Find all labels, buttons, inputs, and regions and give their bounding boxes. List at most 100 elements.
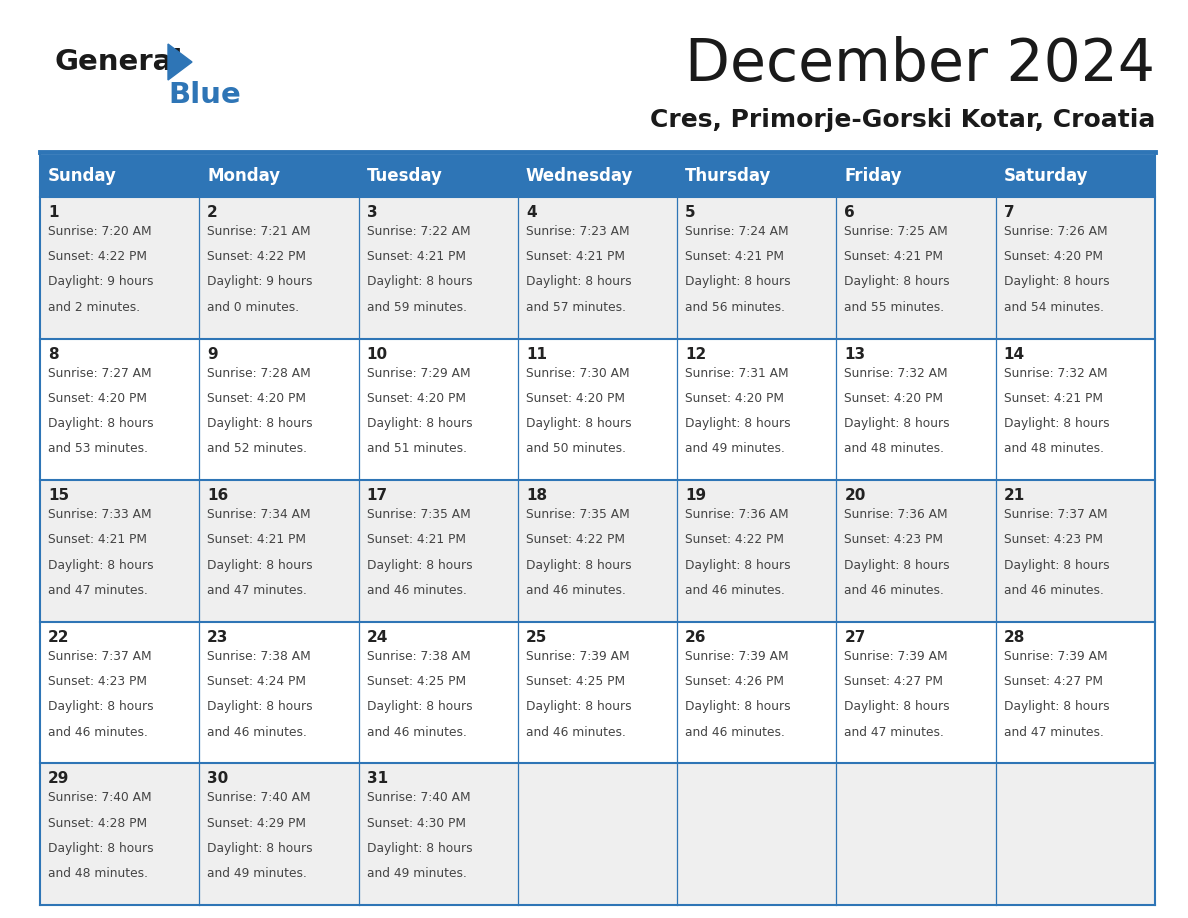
Text: and 46 minutes.: and 46 minutes. — [367, 725, 467, 739]
Text: and 46 minutes.: and 46 minutes. — [526, 584, 626, 597]
Text: and 57 minutes.: and 57 minutes. — [526, 301, 626, 314]
Text: 14: 14 — [1004, 347, 1025, 362]
Text: 3: 3 — [367, 205, 377, 220]
Text: Monday: Monday — [207, 167, 280, 185]
Text: and 55 minutes.: and 55 minutes. — [845, 301, 944, 314]
Text: Sunset: 4:22 PM: Sunset: 4:22 PM — [48, 251, 147, 263]
Text: Sunrise: 7:24 AM: Sunrise: 7:24 AM — [685, 225, 789, 238]
Bar — [518, 339, 677, 480]
Text: 24: 24 — [367, 630, 388, 644]
Text: Sunrise: 7:38 AM: Sunrise: 7:38 AM — [367, 650, 470, 663]
Text: Sunrise: 7:39 AM: Sunrise: 7:39 AM — [845, 650, 948, 663]
Text: Daylight: 8 hours: Daylight: 8 hours — [685, 275, 791, 288]
Bar — [40, 155, 200, 197]
Text: Sunrise: 7:38 AM: Sunrise: 7:38 AM — [207, 650, 311, 663]
Text: 28: 28 — [1004, 630, 1025, 644]
Text: Daylight: 8 hours: Daylight: 8 hours — [526, 275, 632, 288]
Text: Sunrise: 7:27 AM: Sunrise: 7:27 AM — [48, 366, 152, 380]
Text: Sunrise: 7:26 AM: Sunrise: 7:26 AM — [1004, 225, 1107, 238]
Text: 19: 19 — [685, 488, 706, 503]
Text: and 59 minutes.: and 59 minutes. — [367, 301, 467, 314]
Bar — [200, 764, 359, 905]
Text: 2: 2 — [207, 205, 219, 220]
Text: Daylight: 8 hours: Daylight: 8 hours — [526, 417, 632, 431]
Text: Sunrise: 7:29 AM: Sunrise: 7:29 AM — [367, 366, 470, 380]
Text: Tuesday: Tuesday — [367, 167, 442, 185]
Text: Daylight: 8 hours: Daylight: 8 hours — [207, 842, 312, 855]
Text: December 2024: December 2024 — [685, 37, 1155, 94]
Text: and 50 minutes.: and 50 minutes. — [526, 442, 626, 455]
Bar — [836, 621, 996, 764]
Text: 22: 22 — [48, 630, 69, 644]
Text: 11: 11 — [526, 347, 546, 362]
Bar — [40, 480, 200, 621]
Bar — [40, 339, 200, 480]
Text: Daylight: 8 hours: Daylight: 8 hours — [367, 700, 472, 713]
Text: Sunrise: 7:23 AM: Sunrise: 7:23 AM — [526, 225, 630, 238]
Text: Sunrise: 7:39 AM: Sunrise: 7:39 AM — [685, 650, 789, 663]
Text: 8: 8 — [48, 347, 58, 362]
Text: 26: 26 — [685, 630, 707, 644]
Text: 9: 9 — [207, 347, 217, 362]
Bar — [677, 339, 836, 480]
Text: Wednesday: Wednesday — [526, 167, 633, 185]
Text: 4: 4 — [526, 205, 537, 220]
Text: Sunrise: 7:21 AM: Sunrise: 7:21 AM — [207, 225, 311, 238]
Text: Daylight: 8 hours: Daylight: 8 hours — [48, 417, 153, 431]
Text: Sunset: 4:29 PM: Sunset: 4:29 PM — [207, 817, 307, 830]
Text: Friday: Friday — [845, 167, 902, 185]
Bar — [40, 621, 200, 764]
Bar — [200, 480, 359, 621]
Text: and 46 minutes.: and 46 minutes. — [526, 725, 626, 739]
Text: Daylight: 9 hours: Daylight: 9 hours — [207, 275, 312, 288]
Text: Sunset: 4:27 PM: Sunset: 4:27 PM — [845, 675, 943, 688]
Text: Daylight: 8 hours: Daylight: 8 hours — [526, 559, 632, 572]
Text: Sunset: 4:23 PM: Sunset: 4:23 PM — [1004, 533, 1102, 546]
Text: Daylight: 8 hours: Daylight: 8 hours — [367, 417, 472, 431]
Bar — [677, 764, 836, 905]
Bar — [677, 621, 836, 764]
Text: 7: 7 — [1004, 205, 1015, 220]
Text: and 56 minutes.: and 56 minutes. — [685, 301, 785, 314]
Text: Sunrise: 7:35 AM: Sunrise: 7:35 AM — [367, 509, 470, 521]
Text: Sunrise: 7:37 AM: Sunrise: 7:37 AM — [48, 650, 152, 663]
Text: 23: 23 — [207, 630, 228, 644]
Bar — [996, 339, 1155, 480]
Text: 25: 25 — [526, 630, 548, 644]
Text: Daylight: 8 hours: Daylight: 8 hours — [367, 559, 472, 572]
Text: Sunset: 4:20 PM: Sunset: 4:20 PM — [1004, 251, 1102, 263]
Text: Sunrise: 7:35 AM: Sunrise: 7:35 AM — [526, 509, 630, 521]
Text: Daylight: 8 hours: Daylight: 8 hours — [1004, 559, 1110, 572]
Bar — [359, 339, 518, 480]
Text: and 0 minutes.: and 0 minutes. — [207, 301, 299, 314]
Text: Sunrise: 7:39 AM: Sunrise: 7:39 AM — [526, 650, 630, 663]
Text: 21: 21 — [1004, 488, 1025, 503]
Text: Sunrise: 7:36 AM: Sunrise: 7:36 AM — [685, 509, 789, 521]
Text: and 2 minutes.: and 2 minutes. — [48, 301, 140, 314]
Text: General: General — [55, 48, 183, 76]
Bar — [359, 155, 518, 197]
Text: and 46 minutes.: and 46 minutes. — [685, 725, 785, 739]
Bar — [836, 764, 996, 905]
Bar — [836, 339, 996, 480]
Text: and 47 minutes.: and 47 minutes. — [48, 584, 147, 597]
Text: Sunrise: 7:30 AM: Sunrise: 7:30 AM — [526, 366, 630, 380]
Text: Sunset: 4:22 PM: Sunset: 4:22 PM — [526, 533, 625, 546]
Text: Daylight: 8 hours: Daylight: 8 hours — [1004, 417, 1110, 431]
Text: and 47 minutes.: and 47 minutes. — [207, 584, 308, 597]
Text: Sunset: 4:20 PM: Sunset: 4:20 PM — [48, 392, 147, 405]
Text: and 49 minutes.: and 49 minutes. — [685, 442, 785, 455]
Bar — [677, 155, 836, 197]
Text: Daylight: 8 hours: Daylight: 8 hours — [207, 559, 312, 572]
Text: 13: 13 — [845, 347, 866, 362]
Text: Daylight: 8 hours: Daylight: 8 hours — [48, 700, 153, 713]
Bar — [677, 480, 836, 621]
Text: Daylight: 8 hours: Daylight: 8 hours — [685, 559, 791, 572]
Text: Sunset: 4:21 PM: Sunset: 4:21 PM — [367, 251, 466, 263]
Text: 17: 17 — [367, 488, 387, 503]
Text: and 48 minutes.: and 48 minutes. — [845, 442, 944, 455]
Text: 6: 6 — [845, 205, 855, 220]
Bar — [518, 621, 677, 764]
Text: Sunset: 4:20 PM: Sunset: 4:20 PM — [207, 392, 307, 405]
Text: Sunrise: 7:22 AM: Sunrise: 7:22 AM — [367, 225, 470, 238]
